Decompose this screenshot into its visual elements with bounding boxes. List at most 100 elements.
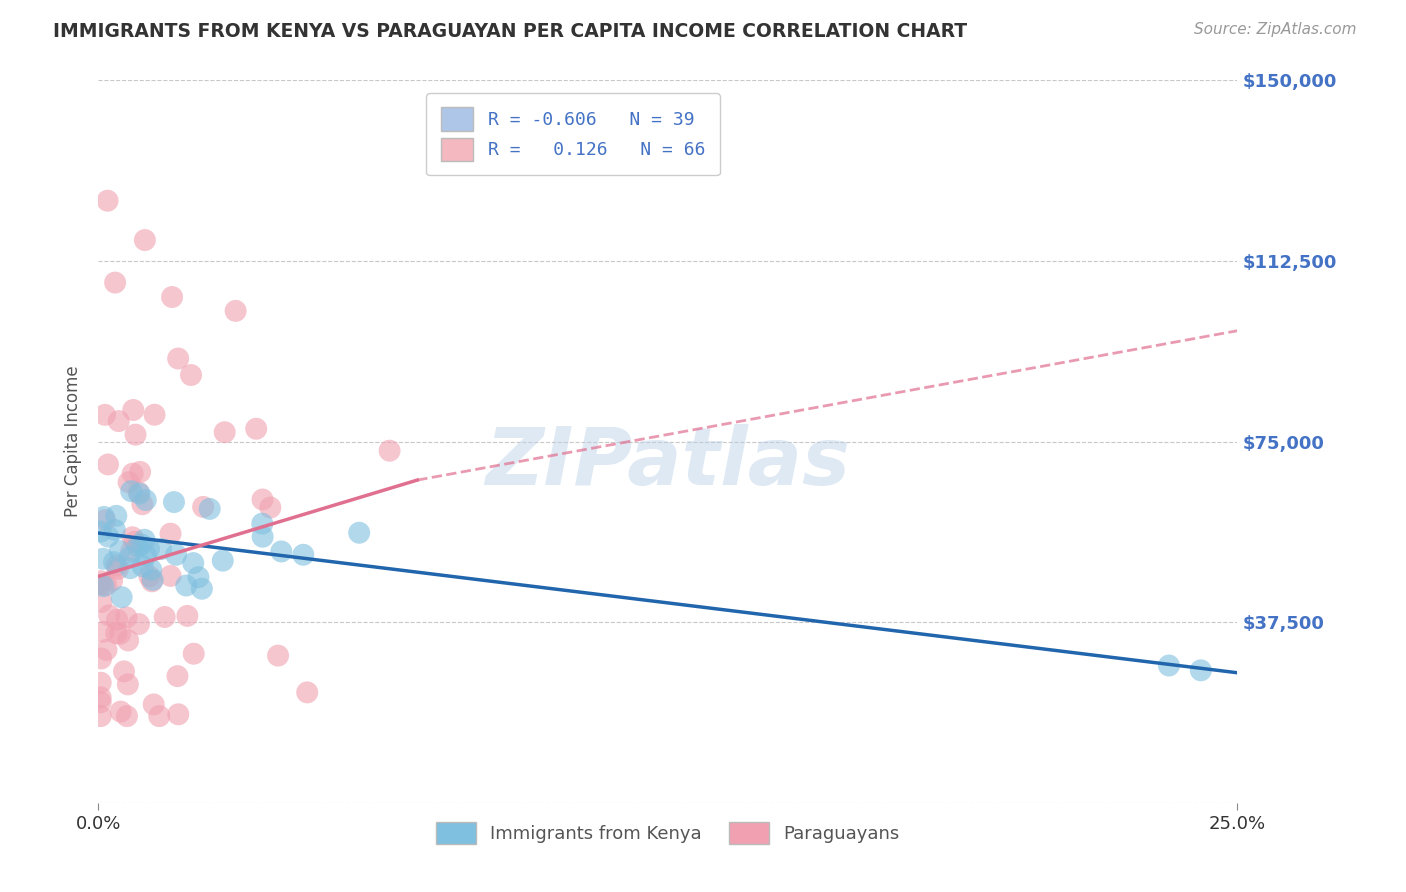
Point bbox=[90, 651, 112, 665]
Point bbox=[131, 537, 153, 551]
Point bbox=[105, 508, 128, 523]
Point bbox=[107, 414, 129, 428]
Point bbox=[132, 559, 155, 574]
Text: Source: ZipAtlas.com: Source: ZipAtlas.com bbox=[1194, 22, 1357, 37]
Point bbox=[245, 422, 267, 436]
Point bbox=[117, 633, 139, 648]
Point bbox=[90, 524, 112, 539]
Point bbox=[159, 526, 181, 541]
Point bbox=[211, 554, 233, 568]
Point bbox=[181, 556, 204, 570]
Point bbox=[134, 533, 156, 547]
Point bbox=[167, 351, 190, 366]
Point bbox=[160, 290, 183, 304]
Point bbox=[252, 530, 274, 544]
Point bbox=[118, 550, 141, 565]
Point bbox=[150, 542, 173, 557]
Point bbox=[295, 685, 318, 699]
Point bbox=[159, 569, 181, 583]
Point bbox=[97, 194, 120, 208]
Point bbox=[108, 544, 131, 558]
Point bbox=[141, 574, 163, 589]
Point bbox=[131, 497, 153, 511]
Point bbox=[141, 563, 163, 577]
Point bbox=[191, 500, 214, 514]
Point bbox=[97, 530, 120, 544]
Point bbox=[115, 709, 138, 723]
Point bbox=[187, 570, 209, 584]
Point bbox=[225, 304, 247, 318]
Point bbox=[259, 500, 281, 515]
Point bbox=[96, 578, 118, 592]
Point bbox=[292, 548, 315, 562]
Point bbox=[94, 513, 117, 527]
Point bbox=[198, 502, 221, 516]
Point bbox=[104, 523, 127, 537]
Point bbox=[183, 647, 205, 661]
Point bbox=[117, 475, 139, 490]
Point bbox=[214, 425, 236, 440]
Point bbox=[252, 516, 274, 531]
Point bbox=[128, 485, 150, 500]
Point bbox=[98, 608, 121, 623]
Point bbox=[120, 544, 142, 558]
Point bbox=[143, 408, 166, 422]
Point bbox=[105, 613, 128, 627]
Point bbox=[138, 569, 160, 583]
Point bbox=[1157, 658, 1180, 673]
Point bbox=[104, 276, 127, 290]
Point bbox=[180, 368, 202, 382]
Point bbox=[270, 544, 292, 558]
Point bbox=[135, 493, 157, 508]
Point bbox=[90, 595, 112, 609]
Point bbox=[138, 541, 160, 556]
Point bbox=[107, 562, 129, 576]
Point bbox=[176, 608, 198, 623]
Point bbox=[252, 492, 274, 507]
Point bbox=[124, 427, 146, 442]
Point bbox=[117, 677, 139, 691]
Point bbox=[174, 578, 197, 592]
Point bbox=[105, 558, 128, 573]
Point bbox=[1189, 664, 1212, 678]
Text: IMMIGRANTS FROM KENYA VS PARAGUAYAN PER CAPITA INCOME CORRELATION CHART: IMMIGRANTS FROM KENYA VS PARAGUAYAN PER … bbox=[53, 22, 967, 41]
Point bbox=[115, 610, 138, 624]
Point bbox=[163, 495, 186, 509]
Point bbox=[128, 486, 150, 500]
Point bbox=[134, 233, 156, 247]
Point bbox=[110, 705, 132, 719]
Point bbox=[142, 573, 165, 587]
Point bbox=[90, 574, 112, 589]
Point bbox=[93, 510, 115, 524]
Point bbox=[111, 590, 134, 604]
Point bbox=[91, 551, 114, 566]
Point bbox=[165, 548, 187, 562]
Point bbox=[267, 648, 290, 663]
Point bbox=[191, 582, 214, 596]
Point bbox=[153, 610, 176, 624]
Point bbox=[105, 626, 128, 640]
Point bbox=[90, 577, 112, 591]
Point bbox=[112, 665, 135, 679]
Point bbox=[378, 443, 401, 458]
Point bbox=[94, 408, 117, 422]
Point bbox=[122, 403, 145, 417]
Point bbox=[103, 555, 125, 569]
Point bbox=[90, 690, 112, 705]
Point bbox=[124, 534, 146, 549]
Point bbox=[120, 484, 142, 499]
Point bbox=[167, 707, 190, 722]
Point bbox=[121, 530, 143, 544]
Point bbox=[127, 540, 149, 554]
Point bbox=[93, 579, 115, 593]
Point bbox=[347, 525, 370, 540]
Point bbox=[91, 624, 114, 639]
Point bbox=[166, 669, 188, 683]
Legend: Immigrants from Kenya, Paraguayans: Immigrants from Kenya, Paraguayans bbox=[429, 815, 907, 852]
Point bbox=[90, 709, 112, 723]
Point bbox=[108, 627, 131, 641]
Point bbox=[96, 643, 118, 657]
Text: ZIPatlas: ZIPatlas bbox=[485, 425, 851, 502]
Point bbox=[90, 675, 112, 690]
Y-axis label: Per Capita Income: Per Capita Income bbox=[65, 366, 83, 517]
